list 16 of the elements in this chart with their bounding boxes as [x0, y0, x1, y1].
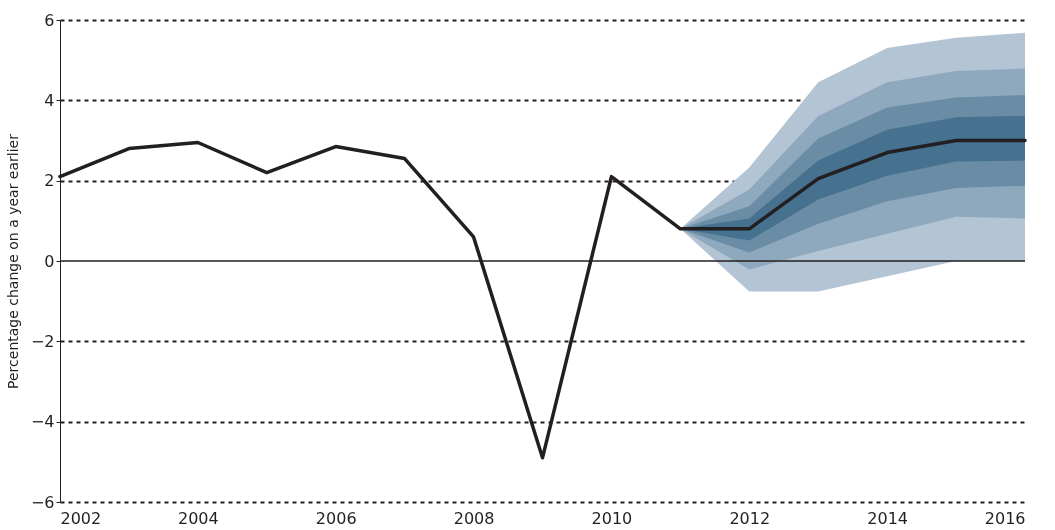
x-tick-label: 2006 [315, 508, 357, 528]
y-tick-label: −6 [30, 492, 55, 512]
x-tick-label: 2016 [984, 508, 1026, 528]
x-tick-label: 2014 [867, 508, 908, 528]
x-tick-label: 2008 [453, 508, 495, 528]
x-tick-label: 2012 [729, 508, 771, 528]
x-tick-label: 2010 [591, 508, 633, 528]
y-tick-label: 0 [44, 251, 55, 271]
y-tick-label: 4 [44, 90, 55, 110]
y-tick-label: 2 [44, 171, 55, 191]
x-tick-label: 2004 [178, 508, 219, 528]
y-tick-label: −4 [30, 412, 55, 432]
x-tick-label: 2002 [60, 508, 102, 528]
y-tick-label: −2 [30, 331, 55, 351]
y-tick-label: 6 [44, 10, 55, 30]
y-axis-title: Percentage change on a year earlier [4, 133, 21, 389]
